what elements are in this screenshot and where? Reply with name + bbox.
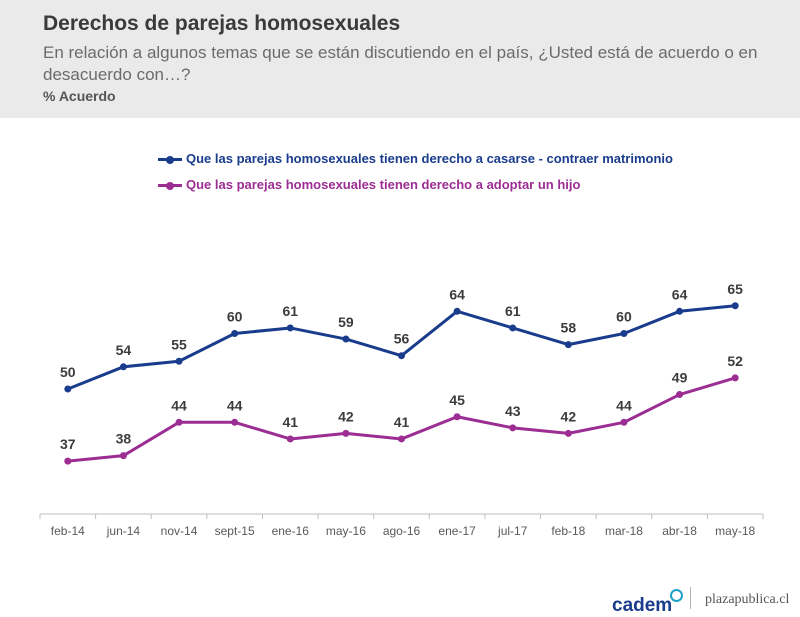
header-band: Derechos de parejas homosexuales En rela… xyxy=(0,0,800,118)
data-label-matrimonio: 50 xyxy=(60,364,76,380)
data-point-matrimonio xyxy=(231,330,239,337)
data-point-adopcion xyxy=(620,418,628,426)
data-point-adopcion xyxy=(564,429,572,437)
series-line-matrimonio xyxy=(66,304,737,391)
data-label-adopcion: 43 xyxy=(505,403,521,419)
page-title: Derechos de parejas homosexuales xyxy=(43,12,401,35)
logo-ring-icon xyxy=(670,589,684,602)
data-label-adopcion: 41 xyxy=(394,414,410,430)
cadem-logo: cadem xyxy=(612,589,684,617)
x-tick-label: may-16 xyxy=(326,524,366,538)
data-point-adopcion xyxy=(453,413,461,421)
data-label-matrimonio: 54 xyxy=(116,342,132,358)
x-tick-label: ago-16 xyxy=(383,524,421,538)
legend-label-matrimonio: Que las parejas homosexuales tienen dere… xyxy=(186,151,673,166)
data-point-matrimonio xyxy=(119,363,127,371)
data-label-matrimonio: 64 xyxy=(672,286,688,302)
data-label-matrimonio: 60 xyxy=(227,309,243,325)
data-point-matrimonio xyxy=(564,341,572,349)
data-label-matrimonio: 61 xyxy=(505,303,521,319)
x-tick-label: may-18 xyxy=(715,524,755,538)
data-point-adopcion xyxy=(286,435,294,443)
data-point-adopcion xyxy=(342,429,350,437)
data-label-matrimonio: 55 xyxy=(171,336,187,352)
data-point-matrimonio xyxy=(676,307,684,315)
data-point-adopcion xyxy=(731,374,739,382)
data-point-matrimonio xyxy=(509,324,517,332)
x-tick-label: ene-16 xyxy=(272,524,310,538)
measure-label: % Acuerdo xyxy=(43,88,116,104)
data-label-adopcion: 42 xyxy=(561,408,577,424)
data-point-adopcion xyxy=(64,457,72,465)
legend-label-adopcion: Que las parejas homosexuales tienen dere… xyxy=(186,177,581,192)
legend-item-adopcion: Que las parejas homosexuales tienen dere… xyxy=(158,176,778,202)
data-point-matrimonio xyxy=(342,335,350,343)
data-point-adopcion xyxy=(676,391,684,399)
data-label-adopcion: 41 xyxy=(282,414,298,430)
footer-divider xyxy=(690,587,691,609)
chart-legend: Que las parejas homosexuales tienen dere… xyxy=(158,150,778,202)
data-label-adopcion: 49 xyxy=(672,370,688,386)
x-tick-label: abr-18 xyxy=(662,524,697,538)
data-label-matrimonio: 60 xyxy=(616,309,632,325)
x-tick-label: feb-18 xyxy=(551,524,585,538)
data-point-adopcion xyxy=(509,424,517,432)
x-tick-label: jun-14 xyxy=(106,524,141,538)
data-label-adopcion: 42 xyxy=(338,408,354,424)
data-point-matrimonio xyxy=(453,307,461,315)
x-tick-label: nov-14 xyxy=(161,524,198,538)
data-point-adopcion xyxy=(119,452,127,460)
x-tick-label: ene-17 xyxy=(438,524,476,538)
data-label-matrimonio: 64 xyxy=(449,286,465,302)
data-point-matrimonio xyxy=(731,302,739,310)
data-label-matrimonio: 61 xyxy=(282,303,298,319)
legend-swatch-matrimonio xyxy=(158,155,182,164)
data-label-matrimonio: 59 xyxy=(338,314,354,330)
data-point-matrimonio xyxy=(620,330,628,337)
data-point-adopcion xyxy=(175,418,183,426)
data-label-adopcion: 44 xyxy=(171,397,187,413)
data-label-adopcion: 44 xyxy=(616,397,632,413)
data-label-adopcion: 45 xyxy=(449,392,465,408)
data-label-matrimonio: 65 xyxy=(727,281,743,297)
legend-swatch-adopcion xyxy=(158,181,182,190)
data-point-adopcion xyxy=(231,418,239,426)
data-label-adopcion: 37 xyxy=(60,436,76,452)
data-label-adopcion: 44 xyxy=(227,397,243,413)
legend-item-matrimonio: Que las parejas homosexuales tienen dere… xyxy=(158,150,778,176)
data-label-matrimonio: 58 xyxy=(561,320,577,336)
data-label-adopcion: 38 xyxy=(116,431,132,447)
data-label-matrimonio: 56 xyxy=(394,331,410,347)
cadem-logo-text: cadem xyxy=(612,595,673,616)
footer-site: plazapublica.cl xyxy=(705,592,790,607)
data-point-matrimonio xyxy=(175,357,183,365)
page-subtitle: En relación a algunos temas que se están… xyxy=(43,43,758,84)
data-label-adopcion: 52 xyxy=(727,353,743,369)
data-point-matrimonio xyxy=(398,352,405,360)
data-point-matrimonio xyxy=(64,385,72,393)
x-tick-label: jul-17 xyxy=(497,524,528,538)
x-tick-label: sept-15 xyxy=(215,524,255,538)
data-point-adopcion xyxy=(398,435,405,443)
x-tick-label: mar-18 xyxy=(605,524,643,538)
data-point-matrimonio xyxy=(286,324,294,332)
x-tick-label: feb-14 xyxy=(51,524,85,538)
